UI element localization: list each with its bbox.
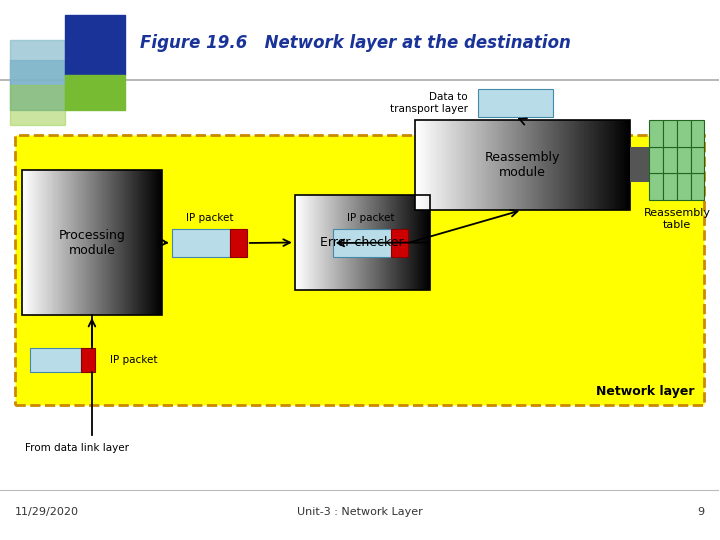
Bar: [663, 120, 677, 147]
Bar: [230, 229, 247, 257]
Text: Processing
module: Processing module: [58, 228, 125, 256]
Bar: [15, 135, 704, 405]
Bar: [81, 348, 95, 372]
Text: Reassembly
module: Reassembly module: [485, 151, 559, 179]
Text: 11/29/2020: 11/29/2020: [15, 507, 79, 517]
Bar: [690, 147, 704, 173]
Text: Network layer: Network layer: [596, 386, 695, 399]
Text: From data link layer: From data link layer: [25, 443, 129, 453]
Text: IP packet: IP packet: [110, 355, 158, 365]
Bar: [690, 120, 704, 147]
Bar: [677, 147, 690, 173]
Text: Figure 19.6   Network layer at the destination: Figure 19.6 Network layer at the destina…: [140, 34, 571, 52]
Bar: [65, 15, 125, 75]
Bar: [10, 40, 65, 80]
Text: Error checker: Error checker: [320, 236, 404, 249]
Bar: [22, 170, 162, 315]
Bar: [294, 195, 430, 290]
Bar: [649, 120, 663, 147]
Bar: [391, 229, 408, 257]
Text: Reassembly
table: Reassembly table: [644, 208, 711, 230]
Bar: [415, 120, 629, 210]
Text: 9: 9: [698, 507, 704, 517]
Bar: [65, 75, 125, 110]
Text: IP packet: IP packet: [347, 213, 395, 223]
Bar: [629, 147, 649, 182]
Bar: [677, 120, 690, 147]
Bar: [10, 85, 65, 125]
Text: IP packet: IP packet: [186, 213, 233, 223]
Bar: [677, 173, 690, 200]
Bar: [649, 173, 663, 200]
Bar: [663, 173, 677, 200]
Text: Data to
transport layer: Data to transport layer: [390, 92, 467, 114]
Bar: [10, 60, 65, 110]
Bar: [333, 229, 391, 257]
Text: Unit-3 : Network Layer: Unit-3 : Network Layer: [297, 507, 423, 517]
Bar: [172, 229, 230, 257]
Bar: [477, 89, 552, 117]
Bar: [690, 173, 704, 200]
Bar: [649, 147, 663, 173]
Bar: [663, 147, 677, 173]
Bar: [30, 348, 81, 372]
